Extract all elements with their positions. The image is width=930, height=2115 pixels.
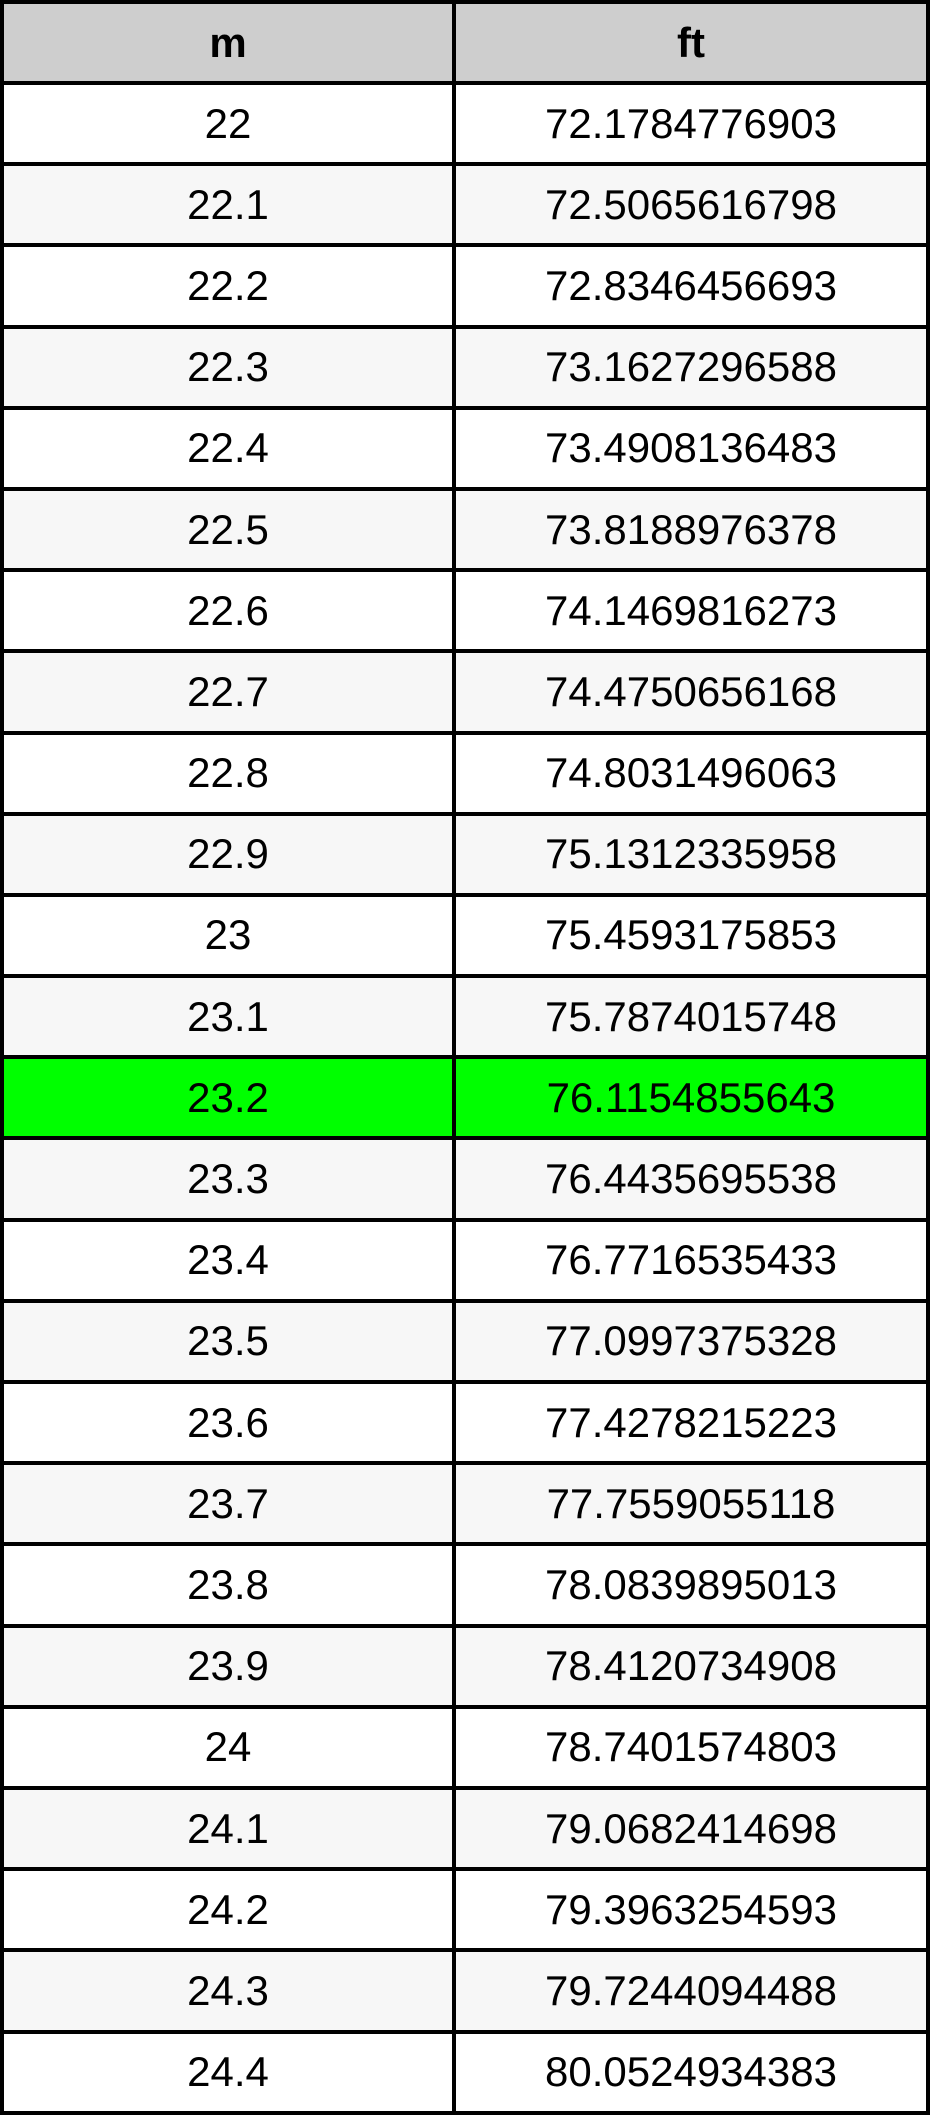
table-row: 23.5 77.0997375328 — [0, 1298, 930, 1385]
column-header-ft: ft — [452, 0, 930, 85]
column-header-m: m — [0, 0, 456, 85]
m-value-cell: 23.8 — [0, 1542, 456, 1628]
m-value-cell: 23 — [0, 892, 456, 979]
ft-value-cell: 79.7244094488 — [452, 1948, 930, 2034]
table-row: 22.5 73.8188976378 — [0, 486, 930, 573]
ft-value-cell: 72.1784776903 — [452, 80, 930, 167]
m-value-cell: 23.4 — [0, 1217, 456, 1303]
table-row: 22.8 74.8031496063 — [0, 730, 930, 816]
ft-value-cell: 75.4593175853 — [452, 892, 930, 979]
m-value-cell: 22.8 — [0, 730, 456, 816]
m-value-cell: 24.2 — [0, 1867, 456, 1953]
table-row: 23.1 75.7874015748 — [0, 974, 930, 1060]
ft-value-cell: 79.3963254593 — [452, 1867, 930, 1953]
m-value-cell: 23.9 — [0, 1623, 456, 1709]
table-row: 24.2 79.3963254593 — [0, 1867, 930, 1953]
table-row: 23.7 77.7559055118 — [0, 1461, 930, 1547]
m-value-cell: 22.5 — [0, 486, 456, 573]
ft-value-cell: 74.4750656168 — [452, 649, 930, 735]
table-row: 22.7 74.4750656168 — [0, 649, 930, 735]
ft-value-cell: 75.1312335958 — [452, 811, 930, 897]
m-value-cell: 23.3 — [0, 1136, 456, 1222]
ft-value-cell: 78.0839895013 — [452, 1542, 930, 1628]
table-row: 23.4 76.7716535433 — [0, 1217, 930, 1303]
conversion-table-body: 22 72.1784776903 22.1 72.5065616798 22.2 72.8… — [0, 80, 930, 2115]
ft-value-cell: 77.4278215223 — [452, 1379, 930, 1466]
ft-value-cell: 74.1469816273 — [452, 568, 930, 654]
m-value-cell: 22.9 — [0, 811, 456, 897]
table-row: 24.4 80.0524934383 — [0, 2029, 930, 2115]
m-value-cell: 22.4 — [0, 405, 456, 491]
table-row: 24 78.7401574803 — [0, 1704, 930, 1790]
ft-value-cell: 73.4908136483 — [452, 405, 930, 491]
m-value-cell: 23.2 — [0, 1055, 456, 1141]
table-row: 22.4 73.4908136483 — [0, 405, 930, 491]
m-value-cell: 23.1 — [0, 974, 456, 1060]
table-row: 24.3 79.7244094488 — [0, 1948, 930, 2034]
m-value-cell: 22.6 — [0, 568, 456, 654]
header-row: m ft — [0, 0, 930, 85]
ft-value-cell: 72.8346456693 — [452, 243, 930, 329]
ft-value-cell: 73.8188976378 — [452, 486, 930, 573]
ft-value-cell: 76.1154855643 — [452, 1055, 930, 1141]
ft-value-cell: 76.4435695538 — [452, 1136, 930, 1222]
m-value-cell: 24.1 — [0, 1785, 456, 1872]
ft-value-cell: 75.7874015748 — [452, 974, 930, 1060]
ft-value-cell: 73.1627296588 — [452, 324, 930, 410]
table-row: 24.1 79.0682414698 — [0, 1785, 930, 1872]
ft-value-cell: 77.7559055118 — [452, 1461, 930, 1547]
ft-value-cell: 78.7401574803 — [452, 1704, 930, 1790]
table-row: 22.1 72.5065616798 — [0, 162, 930, 248]
m-value-cell: 23.5 — [0, 1298, 456, 1385]
table-row: 23.3 76.4435695538 — [0, 1136, 930, 1222]
m-value-cell: 24 — [0, 1704, 456, 1790]
m-value-cell: 22.1 — [0, 162, 456, 248]
ft-value-cell: 79.0682414698 — [452, 1785, 930, 1872]
table-row: 23.9 78.4120734908 — [0, 1623, 930, 1709]
ft-value-cell: 78.4120734908 — [452, 1623, 930, 1709]
table-row: 22.6 74.1469816273 — [0, 568, 930, 654]
table-row: 22.2 72.8346456693 — [0, 243, 930, 329]
table-row: 23.8 78.0839895013 — [0, 1542, 930, 1628]
m-value-cell: 22.7 — [0, 649, 456, 735]
ft-value-cell: 77.0997375328 — [452, 1298, 930, 1385]
m-value-cell: 22.2 — [0, 243, 456, 329]
table-row: 22.9 75.1312335958 — [0, 811, 930, 897]
ft-value-cell: 72.5065616798 — [452, 162, 930, 248]
m-value-cell: 23.7 — [0, 1461, 456, 1547]
m-value-cell: 24.4 — [0, 2029, 456, 2115]
m-value-cell: 23.6 — [0, 1379, 456, 1466]
ft-value-cell: 74.8031496063 — [452, 730, 930, 816]
table-row: 23.6 77.4278215223 — [0, 1379, 930, 1466]
m-value-cell: 22 — [0, 80, 456, 167]
table-row: 23 75.4593175853 — [0, 892, 930, 979]
table-row: 22 72.1784776903 — [0, 80, 930, 167]
table-row: 23.2 76.1154855643 — [0, 1055, 930, 1141]
table-row: 22.3 73.1627296588 — [0, 324, 930, 410]
m-value-cell: 24.3 — [0, 1948, 456, 2034]
ft-value-cell: 80.0524934383 — [452, 2029, 930, 2115]
m-value-cell: 22.3 — [0, 324, 456, 410]
ft-value-cell: 76.7716535433 — [452, 1217, 930, 1303]
